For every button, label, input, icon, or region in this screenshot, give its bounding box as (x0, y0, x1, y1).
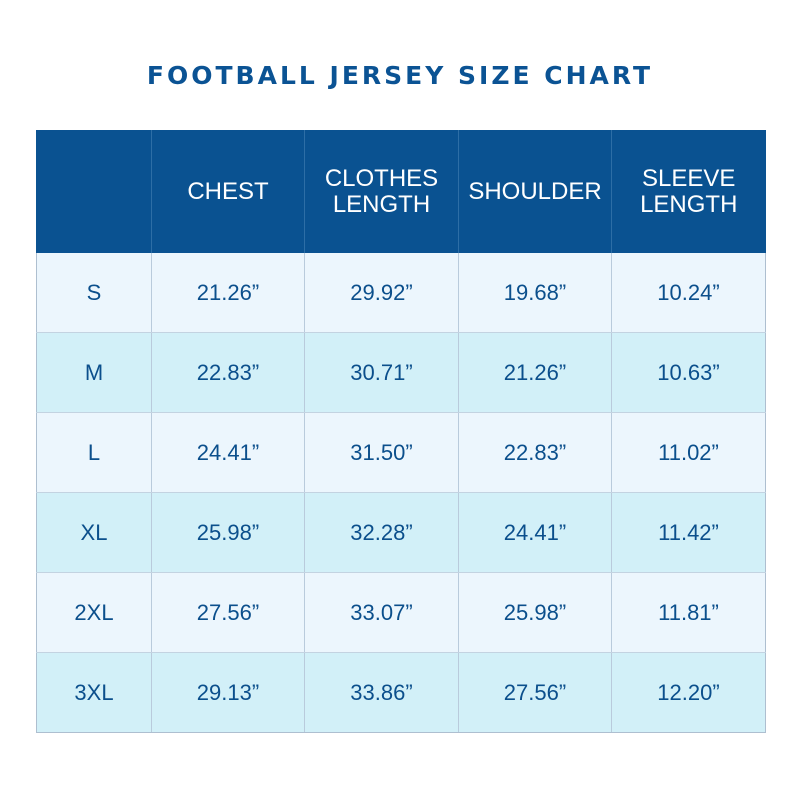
page-title: FOOTBALL JERSEY SIZE CHART (146, 61, 654, 90)
table-row: 3XL 29.13” 33.86” 27.56” 12.20” (36, 652, 766, 733)
header-cell-chest: CHEST (151, 130, 305, 253)
clothes-length-cell: 31.50” (304, 412, 459, 493)
sleeve-length-cell: 11.42” (611, 492, 766, 573)
shoulder-cell: 25.98” (458, 572, 612, 653)
chest-cell: 27.56” (151, 572, 305, 653)
shoulder-cell: 27.56” (458, 652, 612, 733)
size-cell: XL (36, 492, 152, 573)
header-cell-shoulder: SHOULDER (458, 130, 612, 253)
sleeve-length-cell: 11.02” (611, 412, 766, 493)
clothes-length-cell: 29.92” (304, 253, 459, 333)
size-cell: L (36, 412, 152, 493)
header-cell-size (36, 130, 152, 253)
clothes-length-cell: 30.71” (304, 332, 459, 413)
chest-cell: 29.13” (151, 652, 305, 733)
table-row: L 24.41” 31.50” 22.83” 11.02” (36, 412, 766, 493)
header-cell-sleeve-length: SLEEVE LENGTH (611, 130, 766, 253)
size-chart-table: CHEST CLOTHES LENGTH SHOULDER SLEEVE LEN… (36, 130, 766, 733)
chest-cell: 24.41” (151, 412, 305, 493)
clothes-length-cell: 33.07” (304, 572, 459, 653)
table-row: S 21.26” 29.92” 19.68” 10.24” (36, 253, 766, 333)
clothes-length-cell: 33.86” (304, 652, 459, 733)
shoulder-cell: 22.83” (458, 412, 612, 493)
header-cell-clothes-length: CLOTHES LENGTH (304, 130, 459, 253)
shoulder-cell: 24.41” (458, 492, 612, 573)
chest-cell: 21.26” (151, 253, 305, 333)
size-cell: M (36, 332, 152, 413)
table-row: XL 25.98” 32.28” 24.41” 11.42” (36, 492, 766, 573)
shoulder-cell: 19.68” (458, 253, 612, 333)
header-row: CHEST CLOTHES LENGTH SHOULDER SLEEVE LEN… (36, 130, 766, 253)
sleeve-length-cell: 12.20” (611, 652, 766, 733)
sleeve-length-cell: 11.81” (611, 572, 766, 653)
chest-cell: 22.83” (151, 332, 305, 413)
chest-cell: 25.98” (151, 492, 305, 573)
shoulder-cell: 21.26” (458, 332, 612, 413)
size-cell: 3XL (36, 652, 152, 733)
size-cell: 2XL (36, 572, 152, 653)
table-row: 2XL 27.56” 33.07” 25.98” 11.81” (36, 572, 766, 653)
clothes-length-cell: 32.28” (304, 492, 459, 573)
table-row: M 22.83” 30.71” 21.26” 10.63” (36, 332, 766, 413)
sleeve-length-cell: 10.63” (611, 332, 766, 413)
sleeve-length-cell: 10.24” (611, 253, 766, 333)
size-cell: S (36, 253, 152, 333)
